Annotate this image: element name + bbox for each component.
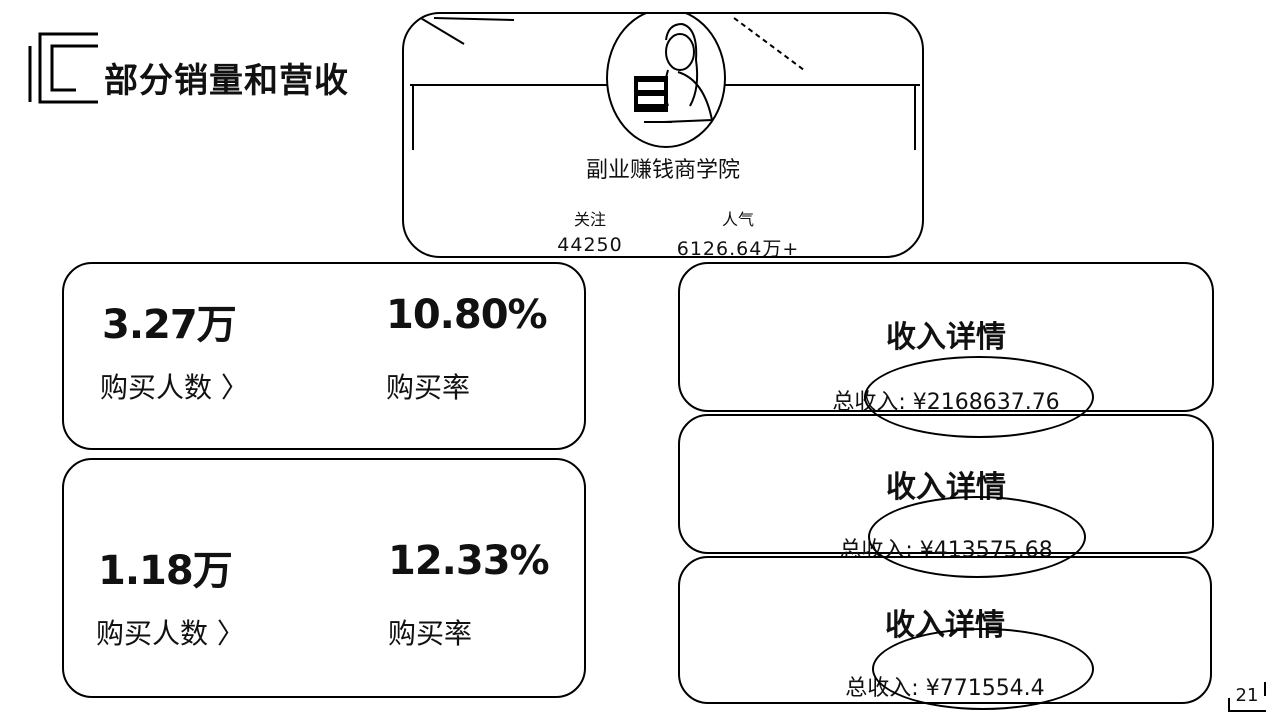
- follow-value: 44250: [557, 234, 623, 256]
- purchase-rate-label: 购买率: [386, 371, 471, 404]
- popularity-label: 人气: [721, 210, 754, 229]
- revenue-card[interactable]: 收入详情 总收入: ¥771554.4: [678, 556, 1212, 704]
- revenue-title: 收入详情: [885, 608, 1005, 643]
- revenue-total: 总收入: ¥771554.4: [845, 676, 1045, 701]
- profile-card: 副业赚钱商学院 关注 44250 人气 6126.64万+: [402, 12, 924, 258]
- profile-banner-line: [410, 84, 610, 86]
- buyers-link[interactable]: 购买人数 〉: [100, 371, 249, 404]
- avatar[interactable]: [606, 14, 726, 148]
- revenue-card[interactable]: 收入详情 总收入: ¥413575.68: [678, 414, 1214, 563]
- revenue-card[interactable]: 收入详情 总收入: ¥2168637.76: [678, 262, 1214, 415]
- purchase-rate: 10.80%: [386, 292, 548, 338]
- revenue-title: 收入详情: [886, 470, 1006, 505]
- profile-name: 副业赚钱商学院: [585, 158, 740, 183]
- profile-banner-icon: [413, 14, 805, 71]
- page-number: 21: [1235, 685, 1259, 706]
- revenue-total: 总收入: ¥2168637.76: [832, 390, 1060, 415]
- slide-title: 部分销量和营收: [104, 61, 349, 101]
- buyers-link[interactable]: 购买人数 〉: [96, 617, 245, 650]
- woman-avatar-icon: [634, 22, 714, 123]
- purchase-rate: 12.33%: [388, 538, 550, 584]
- profile-banner-line: [412, 86, 414, 150]
- page-corner-line: [1264, 682, 1266, 696]
- metric-card: 1.18万 购买人数 〉 12.33% 购买率: [62, 458, 586, 698]
- slide-logo-icon: [28, 32, 98, 104]
- buyers-count: 3.27万: [102, 302, 237, 348]
- revenue-title: 收入详情: [886, 320, 1006, 355]
- page-corner-line: [1228, 698, 1230, 712]
- purchase-rate-label: 购买率: [388, 617, 473, 650]
- profile-banner-line: [914, 86, 916, 150]
- page-corner-line: [1228, 710, 1266, 712]
- metric-card: 3.27万 购买人数 〉 10.80% 购买率: [62, 262, 586, 450]
- popularity-value: 6126.64万+: [676, 238, 800, 258]
- buyers-count: 1.18万: [98, 548, 233, 594]
- profile-banner-line: [720, 84, 920, 86]
- follow-label: 关注: [573, 210, 606, 229]
